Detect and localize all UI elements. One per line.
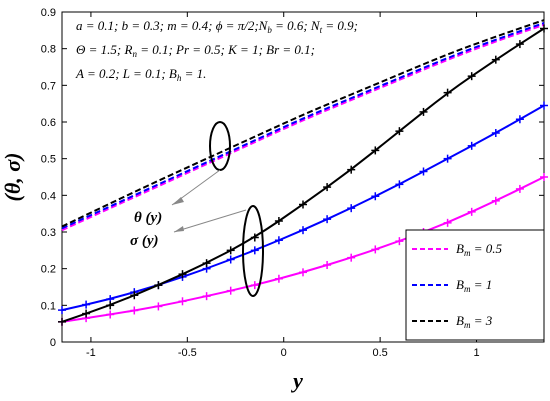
y-tick-label: 0 <box>50 337 56 349</box>
series-marker-3 <box>371 245 380 254</box>
series-marker-5 <box>443 88 452 97</box>
y-tick-label: 0.5 <box>41 154 56 166</box>
series-marker-3 <box>323 261 332 269</box>
series-marker-3 <box>467 207 476 216</box>
series-marker-4 <box>443 154 452 163</box>
series-marker-4 <box>323 215 332 224</box>
x-axis-label: y <box>290 368 303 393</box>
series-marker-3 <box>106 310 115 319</box>
legend: Bm = 0.5 Bm = 1 Bm = 3 <box>405 229 545 341</box>
theta-ellipse <box>209 121 231 171</box>
parameter-line-3: A = 0.2; L = 0.1; Bh = 1. <box>75 66 206 83</box>
series-marker-4 <box>467 141 476 150</box>
series-marker-5 <box>299 200 307 209</box>
series-marker-5 <box>106 301 115 310</box>
series-marker-3 <box>347 253 356 262</box>
series-marker-5 <box>178 270 187 279</box>
y-tick-label: 0.6 <box>41 117 56 129</box>
sigma-ellipse <box>242 205 264 297</box>
series-marker-3 <box>274 274 283 283</box>
series-marker-4 <box>226 255 235 264</box>
series-marker-5 <box>540 24 548 33</box>
series-marker-4 <box>58 306 66 315</box>
x-tick-label: 0 <box>281 347 287 359</box>
y-axis-label: (θ, σ) <box>0 153 25 202</box>
legend-label-bm-0-5: Bm = 0.5 <box>456 241 502 258</box>
series-marker-3 <box>443 218 452 227</box>
y-tick-label: 0.7 <box>41 80 56 92</box>
series-line-theta-2 <box>61 19 545 228</box>
series-marker-5 <box>395 127 404 136</box>
series-marker-4 <box>540 101 548 110</box>
series-marker-4 <box>299 226 307 235</box>
y-tick-label: 0.1 <box>41 300 56 312</box>
legend-label-bm-1: Bm = 1 <box>456 277 492 294</box>
series-marker-4 <box>274 236 283 245</box>
y-tick-label: 0.4 <box>41 190 56 202</box>
parameter-text: a = 0.1; b = 0.3; m = 0.4; ϕ = π/2;Nb = … <box>75 18 358 83</box>
sigma-arrowhead <box>174 226 184 232</box>
series-marker-5 <box>250 233 259 242</box>
series-marker-5 <box>515 40 524 49</box>
series-layer <box>58 19 548 326</box>
legend-label-bm-3: Bm = 3 <box>456 313 493 330</box>
series-marker-5 <box>226 246 235 255</box>
series-marker-3 <box>226 286 235 295</box>
series-marker-5 <box>491 55 500 64</box>
x-tick-label: 0.5 <box>372 347 387 359</box>
series-marker-5 <box>347 165 356 174</box>
series-marker-3 <box>202 292 211 301</box>
x-tick-label: -0.5 <box>178 347 197 359</box>
y-tick-label: 0.9 <box>41 7 56 19</box>
series-marker-3 <box>250 281 259 290</box>
series-line-theta-0 <box>61 23 545 232</box>
series-marker-4 <box>347 204 356 213</box>
series-marker-4 <box>395 180 404 189</box>
series-marker-4 <box>491 129 500 137</box>
series-marker-3 <box>395 237 404 246</box>
annotation-group: θ (y) σ (y) <box>130 121 264 297</box>
series-marker-3 <box>130 306 139 315</box>
series-marker-5 <box>274 217 283 225</box>
series-marker-4 <box>371 192 380 201</box>
series-line-theta-1 <box>61 22 545 230</box>
series-marker-5 <box>467 72 476 81</box>
series-marker-3 <box>154 302 163 311</box>
series-marker-3 <box>491 196 500 205</box>
series-marker-5 <box>371 146 380 155</box>
x-tick-label: -1 <box>86 347 96 359</box>
series-marker-4 <box>419 167 428 176</box>
series-marker-5 <box>58 317 66 326</box>
theta-arrowhead <box>172 197 184 205</box>
series-marker-5 <box>154 281 163 290</box>
sigma-arrow <box>173 209 247 233</box>
series-marker-3 <box>299 268 307 277</box>
theta-annotation: θ (y) <box>134 210 162 226</box>
parameter-line-2: Θ = 1.5; Rn = 0.1; Pr = 0.5; K = 1; Br =… <box>76 42 315 59</box>
series-marker-5 <box>130 291 139 300</box>
parameter-line-1: a = 0.1; b = 0.3; m = 0.4; ϕ = π/2;Nb = … <box>76 18 358 35</box>
y-tick-label: 0.3 <box>41 227 56 239</box>
series-marker-4 <box>515 115 524 124</box>
series-marker-4 <box>82 300 91 309</box>
sigma-annotation: σ (y) <box>130 233 158 249</box>
series-marker-3 <box>540 173 548 181</box>
series-marker-5 <box>419 107 428 116</box>
y-tick-label: 0.8 <box>41 44 56 56</box>
x-tick-label: 1 <box>473 347 479 359</box>
series-marker-3 <box>178 297 187 306</box>
series-marker-3 <box>515 184 524 193</box>
series-marker-5 <box>82 309 91 318</box>
series-marker-5 <box>202 259 211 268</box>
series-marker-4 <box>250 246 259 255</box>
y-tick-label: 0.2 <box>41 264 56 276</box>
series-marker-5 <box>323 183 332 192</box>
